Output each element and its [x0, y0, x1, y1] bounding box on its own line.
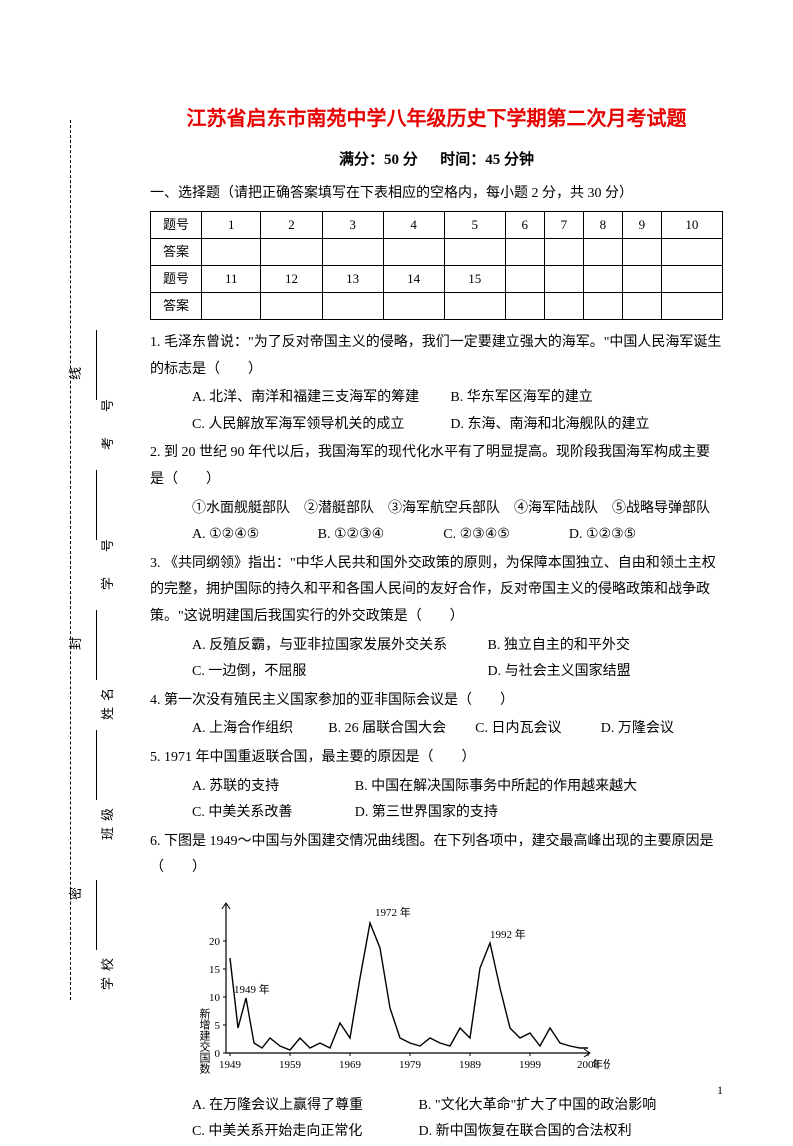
q2-items: ①水面舰艇部队 ②潜艇部队 ③海军航空兵部队 ④海军陆战队 ⑤战略导弹部队: [150, 496, 723, 523]
q3-opt-a: A. 反殖反霸，与亚非拉国家发展外交关系: [192, 633, 484, 660]
ans-label: 答案: [151, 239, 202, 266]
full-mark: 满分：50 分: [339, 152, 418, 168]
chart-svg: 051015201949195919691979198919992008年份新增…: [190, 888, 610, 1078]
label-exam: 考 号: [96, 393, 121, 450]
col-3: 3: [322, 212, 383, 239]
col-15: 15: [444, 266, 505, 293]
q2-text: 2. 到 20 世纪 90 年代以后，我国海军的现代化水平有了明显提高。现阶段我…: [150, 440, 723, 493]
q5-opt-a: A. 苏联的支持: [192, 774, 351, 801]
label-school: 学校: [96, 952, 121, 990]
svg-text:1959: 1959: [279, 1059, 302, 1071]
row-label: 题号: [151, 266, 202, 293]
svg-text:1992 年: 1992 年: [490, 927, 526, 941]
seal-mi: 密: [64, 881, 89, 900]
q3-text: 3. 《共同纲领》指出："中华人民共和国外交政策的原则，为保障本国独立、自由和领…: [150, 551, 723, 631]
col-11: 11: [202, 266, 261, 293]
svg-text:15: 15: [209, 964, 221, 976]
page-number: 1: [717, 1079, 723, 1102]
q1-opt-d: D. 东海、南海和北海舰队的建立: [450, 417, 649, 432]
q3-opt-c: C. 一边倒，不屈服: [192, 659, 484, 686]
q6-opt-d: D. 新中国恢复在联合国的合法权利: [419, 1124, 632, 1139]
q4-opt-a: A. 上海合作组织: [192, 716, 325, 743]
col-2: 2: [261, 212, 322, 239]
q4-opt-d: D. 万隆会议: [601, 721, 674, 736]
underline: [96, 470, 97, 540]
q1-text: 1. 毛泽东曾说："为了反对帝国主义的侵略，我们一定要建立强大的海军。"中国人民…: [150, 330, 723, 383]
binding-margin: 学校 密 班级 姓名 封 学 号 考 号 线: [50, 120, 140, 1000]
col-1: 1: [202, 212, 261, 239]
q4-opt-c: C. 日内瓦会议: [475, 716, 597, 743]
col-9: 9: [622, 212, 661, 239]
q4-opt-b: B. 26 届联合国大会: [328, 716, 471, 743]
underline: [96, 610, 97, 680]
q5-opt-c: C. 中美关系改善: [192, 800, 351, 827]
q1-opt-c: C. 人民解放军海军领导机关的成立: [192, 412, 447, 439]
col-7: 7: [544, 212, 583, 239]
svg-text:1989: 1989: [459, 1059, 482, 1071]
svg-text:年份: 年份: [592, 1057, 610, 1071]
svg-text:20: 20: [209, 936, 221, 948]
q6-text: 6. 下图是 1949～中国与外国建交情况曲线图。在下列各项中，建交最高峰出现的…: [150, 829, 723, 882]
col-6: 6: [505, 212, 544, 239]
label-id: 学 号: [96, 533, 121, 590]
ans-label: 答案: [151, 293, 202, 320]
svg-text:1979: 1979: [399, 1059, 422, 1071]
svg-text:新增建交国数: 新增建交国数: [198, 1007, 211, 1075]
q1-opt-a: A. 北洋、南洋和福建三支海军的筹建: [192, 385, 447, 412]
col-13: 13: [322, 266, 383, 293]
seal-xian: 线: [64, 361, 89, 380]
q4-text: 4. 第一次没有殖民主义国家参加的亚非国际会议是（ ）: [150, 688, 723, 715]
col-10: 10: [661, 212, 722, 239]
q3-opt-d: D. 与社会主义国家结盟: [488, 664, 631, 679]
svg-text:1949 年: 1949 年: [234, 982, 270, 996]
underline: [96, 330, 97, 400]
diplomatic-chart: 051015201949195919691979198919992008年份新增…: [190, 888, 723, 1089]
svg-text:1999: 1999: [519, 1059, 542, 1071]
row-label: 题号: [151, 212, 202, 239]
q6-opt-c: C. 中美关系开始走向正常化: [192, 1119, 415, 1146]
q2-opt-b: B. ①②③④: [318, 522, 440, 549]
col-12: 12: [261, 266, 322, 293]
col-4: 4: [383, 212, 444, 239]
section-1-title: 一、选择题（请把正确答案填写在下表相应的空格内，每小题 2 分，共 30 分）: [150, 181, 723, 208]
q5-opt-b: B. 中国在解决国际事务中所起的作用越来越大: [355, 779, 637, 794]
q3-opt-b: B. 独立自主的和平外交: [488, 638, 630, 653]
dash-line: [70, 120, 71, 1000]
page-title: 江苏省启东市南苑中学八年级历史下学期第二次月考试题: [150, 100, 723, 138]
col-8: 8: [583, 212, 622, 239]
label-class: 班级: [96, 802, 121, 840]
q2-opt-d: D. ①②③⑤: [569, 527, 636, 542]
svg-text:5: 5: [215, 1020, 221, 1032]
underline: [96, 730, 97, 800]
q2-opt-c: C. ②③④⑤: [443, 522, 565, 549]
label-name: 姓名: [96, 682, 121, 720]
svg-text:1969: 1969: [339, 1059, 362, 1071]
svg-text:1972 年: 1972 年: [375, 905, 411, 919]
q5-opt-d: D. 第三世界国家的支持: [355, 805, 498, 820]
answer-table: 题号 1 2 3 4 5 6 7 8 9 10 答案 题号 11 12 13 1…: [150, 211, 723, 320]
q1-opt-b: B. 华东军区海军的建立: [450, 390, 592, 405]
svg-text:1949: 1949: [219, 1059, 242, 1071]
subtitle: 满分：50 分 时间：45 分钟: [150, 146, 723, 175]
q6-opt-b: B. "文化大革命"扩大了中国的政治影响: [419, 1098, 657, 1113]
underline: [96, 880, 97, 950]
q6-opt-a: A. 在万隆会议上赢得了尊重: [192, 1093, 415, 1120]
q5-text: 5. 1971 年中国重返联合国，最主要的原因是（ ）: [150, 745, 723, 772]
time-limit: 时间：45 分钟: [440, 152, 534, 168]
q2-opt-a: A. ①②④⑤: [192, 522, 314, 549]
seal-feng: 封: [64, 631, 89, 650]
svg-text:10: 10: [209, 992, 221, 1004]
col-5: 5: [444, 212, 505, 239]
col-14: 14: [383, 266, 444, 293]
